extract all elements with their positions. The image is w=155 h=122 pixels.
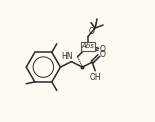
Text: HN: HN <box>62 52 73 61</box>
Text: O: O <box>100 50 106 59</box>
Text: OH: OH <box>90 73 102 82</box>
Text: Abs: Abs <box>81 43 94 49</box>
FancyBboxPatch shape <box>81 41 95 51</box>
Text: O: O <box>99 45 105 54</box>
Text: O: O <box>89 27 95 36</box>
